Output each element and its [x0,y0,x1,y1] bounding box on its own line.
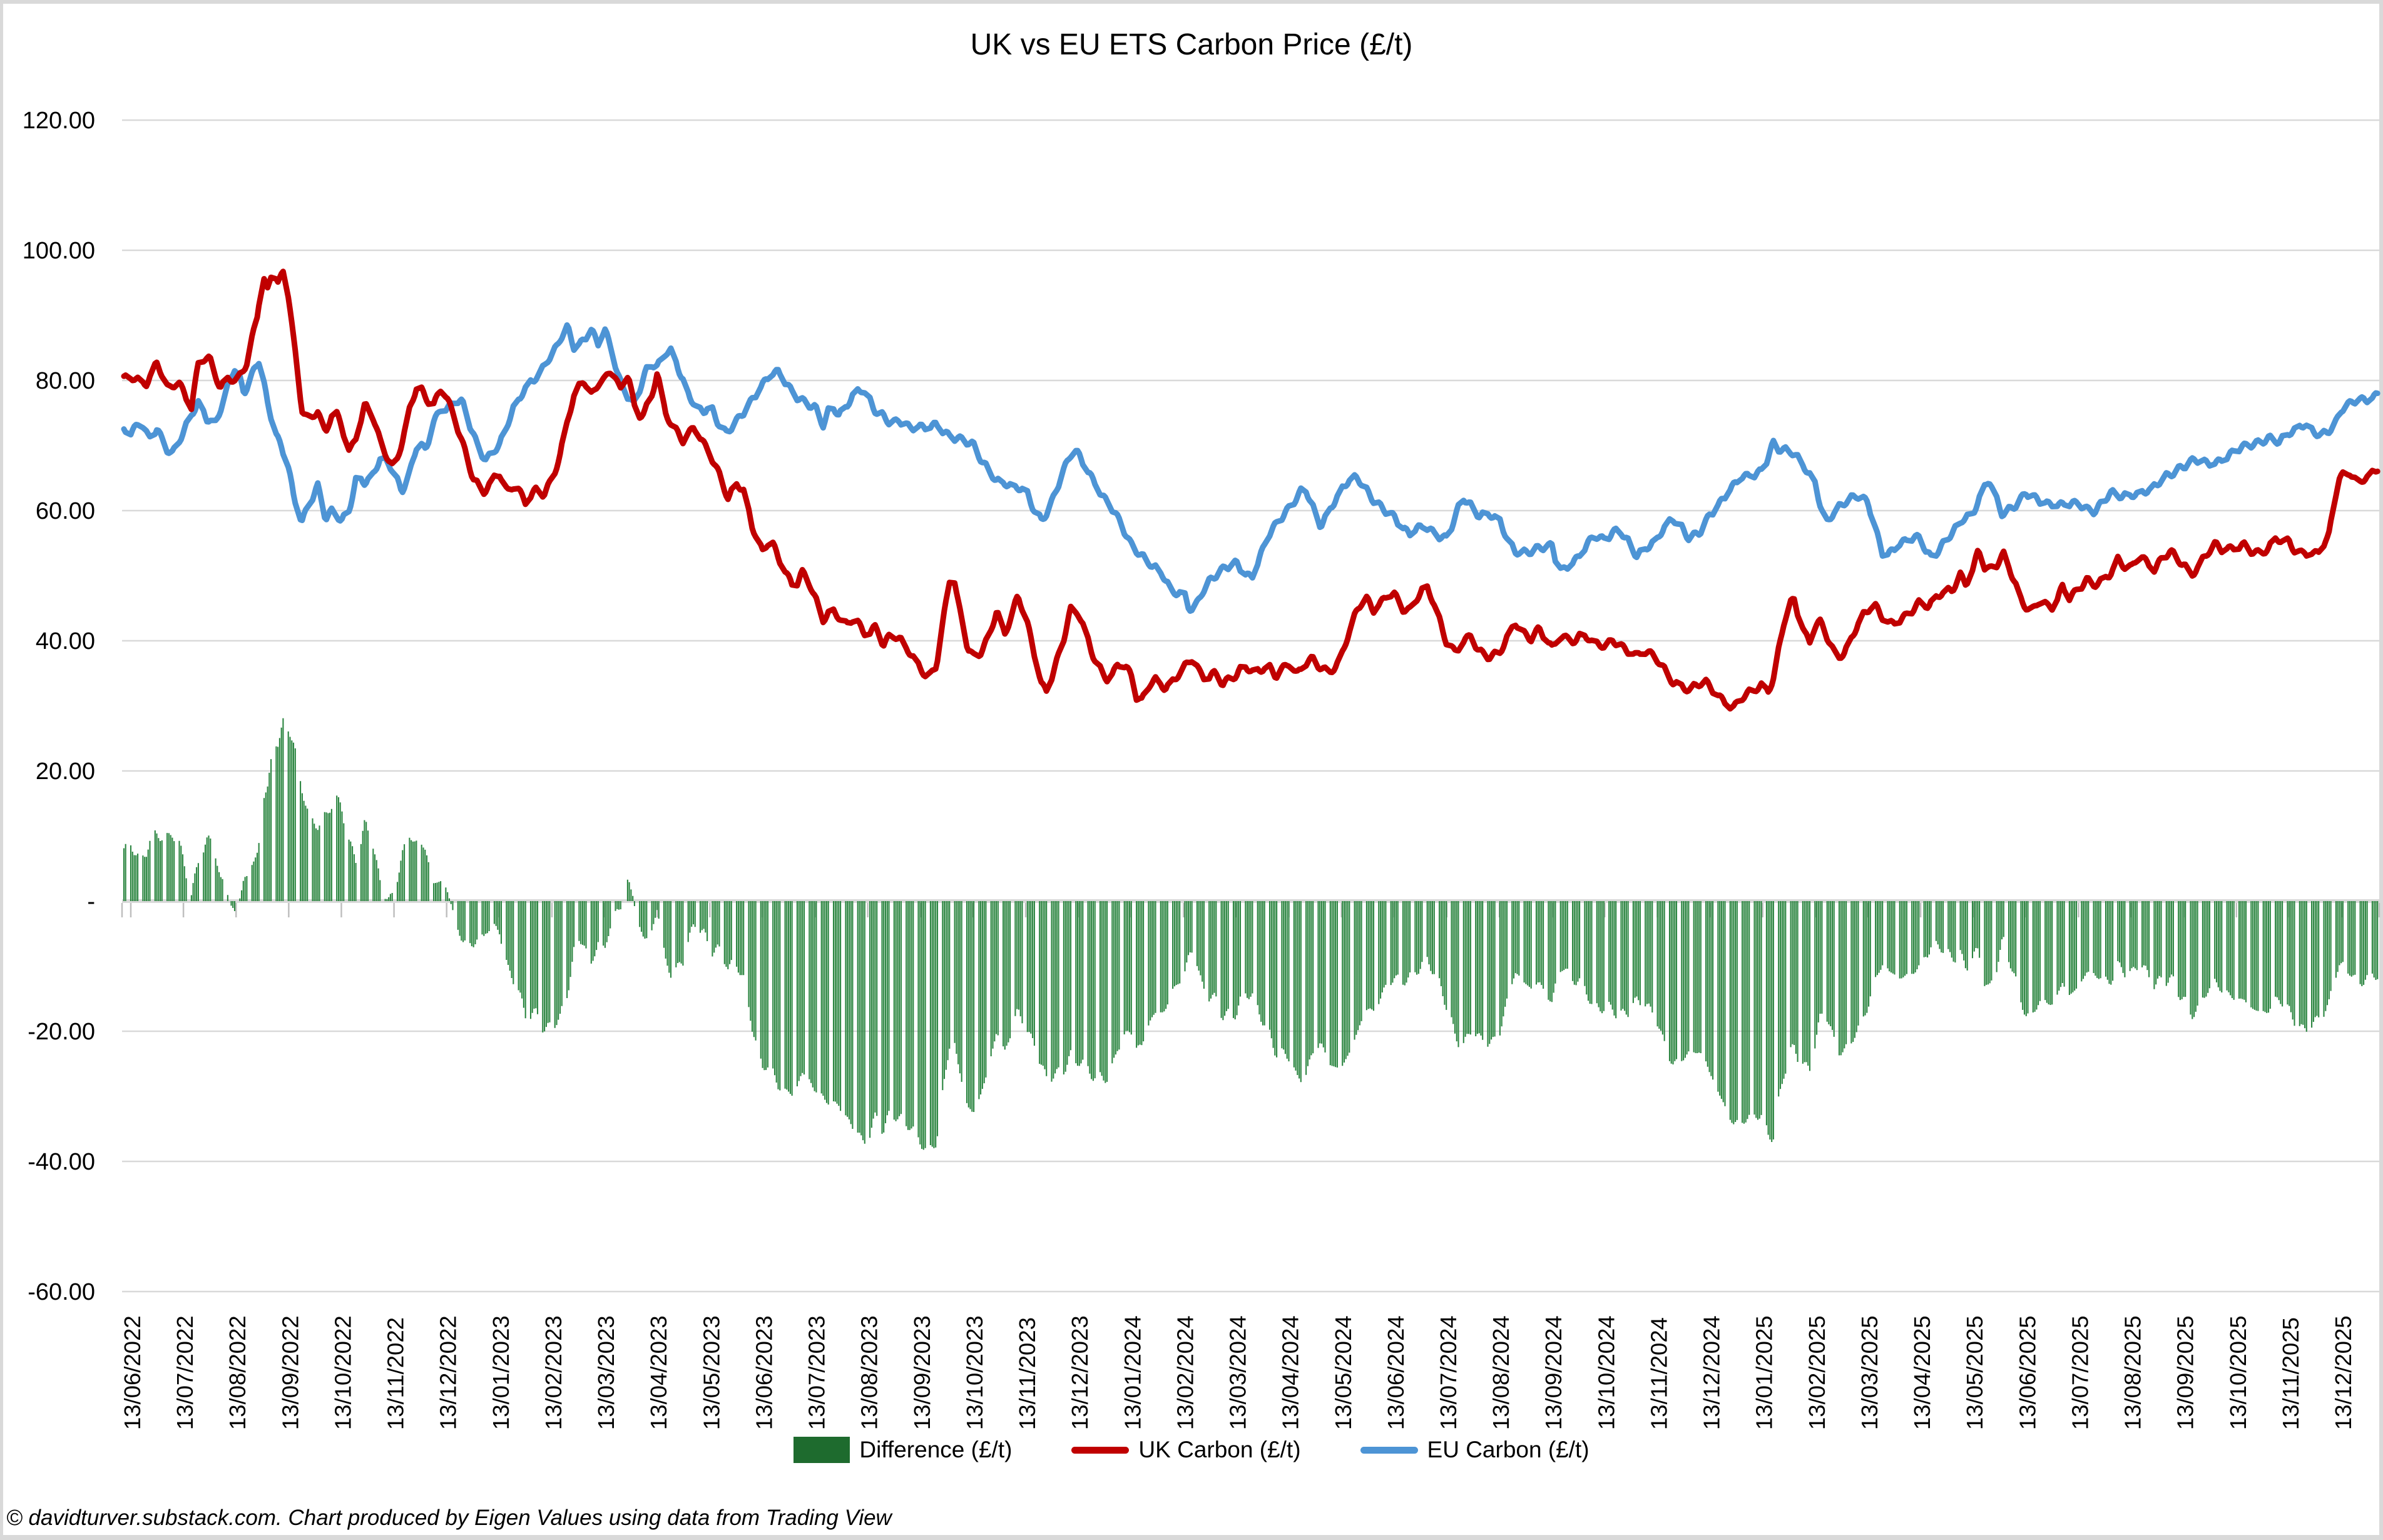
x-axis-label: 13/05/2025 [1962,1315,1988,1430]
x-axis-label: 13/08/2023 [857,1315,882,1430]
uk-carbon-line [121,268,2380,712]
window-edge-top [0,0,2383,4]
x-axis-label: 13/09/2024 [1541,1315,1566,1430]
y-axis-label: -40.00 [28,1149,95,1175]
x-axis-label: 13/07/2022 [172,1315,198,1430]
legend-bar-swatch [793,1437,850,1463]
x-axis-label: 13/09/2025 [2173,1315,2198,1430]
x-axis-label: 13/02/2024 [1172,1315,1198,1430]
y-axis-label: 80.00 [36,368,95,394]
x-axis-label: 13/09/2022 [277,1315,303,1430]
x-axis-label: 13/05/2024 [1330,1315,1356,1430]
x-axis-label: 13/09/2023 [909,1315,935,1430]
x-axis-label: 13/03/2024 [1225,1315,1251,1430]
x-axis-label: 13/07/2024 [1436,1315,1461,1430]
x-axis-label: 13/06/2022 [120,1315,145,1430]
y-axis-label: -20.00 [28,1019,95,1045]
legend-label: Difference (£/t) [859,1437,1013,1462]
x-axis-label: 13/02/2023 [541,1315,566,1430]
chart-legend: Difference (£/t) UK Carbon (£/t) EU Carbon… [0,1437,2383,1463]
x-axis-label: 13/07/2025 [2067,1315,2093,1430]
x-axis-label: 13/03/2025 [1857,1315,1882,1430]
x-axis-label: 13/04/2025 [1909,1315,1935,1430]
x-axis-label: 13/06/2024 [1383,1315,1409,1430]
x-axis-label: 13/08/2024 [1488,1315,1514,1430]
window-edge-right [2379,0,2383,1540]
y-axis-label: 40.00 [36,628,95,655]
legend-line-swatch [1360,1446,1418,1454]
x-axis-label: 13/06/2023 [751,1315,777,1430]
difference-bars [123,718,2379,1150]
x-axis-label: 13/01/2025 [1752,1315,1777,1430]
x-axis-label: 13/12/2023 [1067,1315,1093,1430]
legend-item-2: EU Carbon (£/t) [1360,1437,1590,1463]
x-axis-label: 13/12/2022 [436,1315,461,1430]
window-edge-bottom [0,1535,2383,1540]
x-axis-label: 13/04/2023 [646,1315,671,1430]
footer-credit: © davidturver.substack.com. Chart produc… [6,1506,892,1530]
x-axis-label: 13/01/2024 [1120,1315,1145,1430]
x-axis-label: 13/08/2025 [2120,1315,2146,1430]
x-axis-label: 13/11/2025 [2278,1317,2304,1430]
x-axis-label: 13/10/2023 [962,1315,987,1430]
x-axis-label: 13/10/2025 [2225,1315,2251,1430]
eu-carbon-line [121,322,2380,614]
y-axis-label: 20.00 [36,758,95,785]
legend-label: UK Carbon (£/t) [1138,1437,1301,1462]
x-axis-label: 13/12/2024 [1699,1315,1725,1430]
x-axis-label: 13/11/2024 [1646,1317,1671,1430]
y-axis-label: 100.00 [23,238,95,264]
x-axis-label: 13/04/2024 [1278,1315,1304,1430]
legend-label: EU Carbon (£/t) [1427,1437,1590,1462]
y-axis-label: 60.00 [36,498,95,524]
x-axis-label: 13/12/2025 [2330,1315,2356,1430]
legend-line-swatch [1071,1446,1130,1454]
legend-item-1: UK Carbon (£/t) [1071,1437,1301,1463]
x-axis-label: 13/02/2025 [1804,1315,1830,1430]
x-axis-label: 13/11/2022 [383,1317,409,1430]
x-axis-label: 13/01/2023 [488,1315,514,1430]
legend-item-0: Difference (£/t) [793,1437,1012,1463]
y-axis-label: 120.00 [23,108,95,134]
x-axis-label: 13/03/2023 [593,1315,619,1430]
x-axis-label: 13/11/2023 [1014,1317,1040,1430]
y-axis-label: - [87,889,95,915]
x-axis-label: 13/07/2023 [804,1315,830,1430]
x-axis-label: 13/05/2023 [698,1315,724,1430]
chart-title: UK vs EU ETS Carbon Price (£/t) [970,28,1413,61]
y-axis-label: -60.00 [28,1279,95,1305]
x-axis-label: 13/06/2025 [2014,1315,2040,1430]
window-edge-left [0,0,3,1540]
x-axis-label: 13/08/2022 [225,1315,250,1430]
x-axis-label: 13/10/2024 [1593,1315,1619,1430]
x-axis-label: 13/10/2022 [330,1315,355,1430]
